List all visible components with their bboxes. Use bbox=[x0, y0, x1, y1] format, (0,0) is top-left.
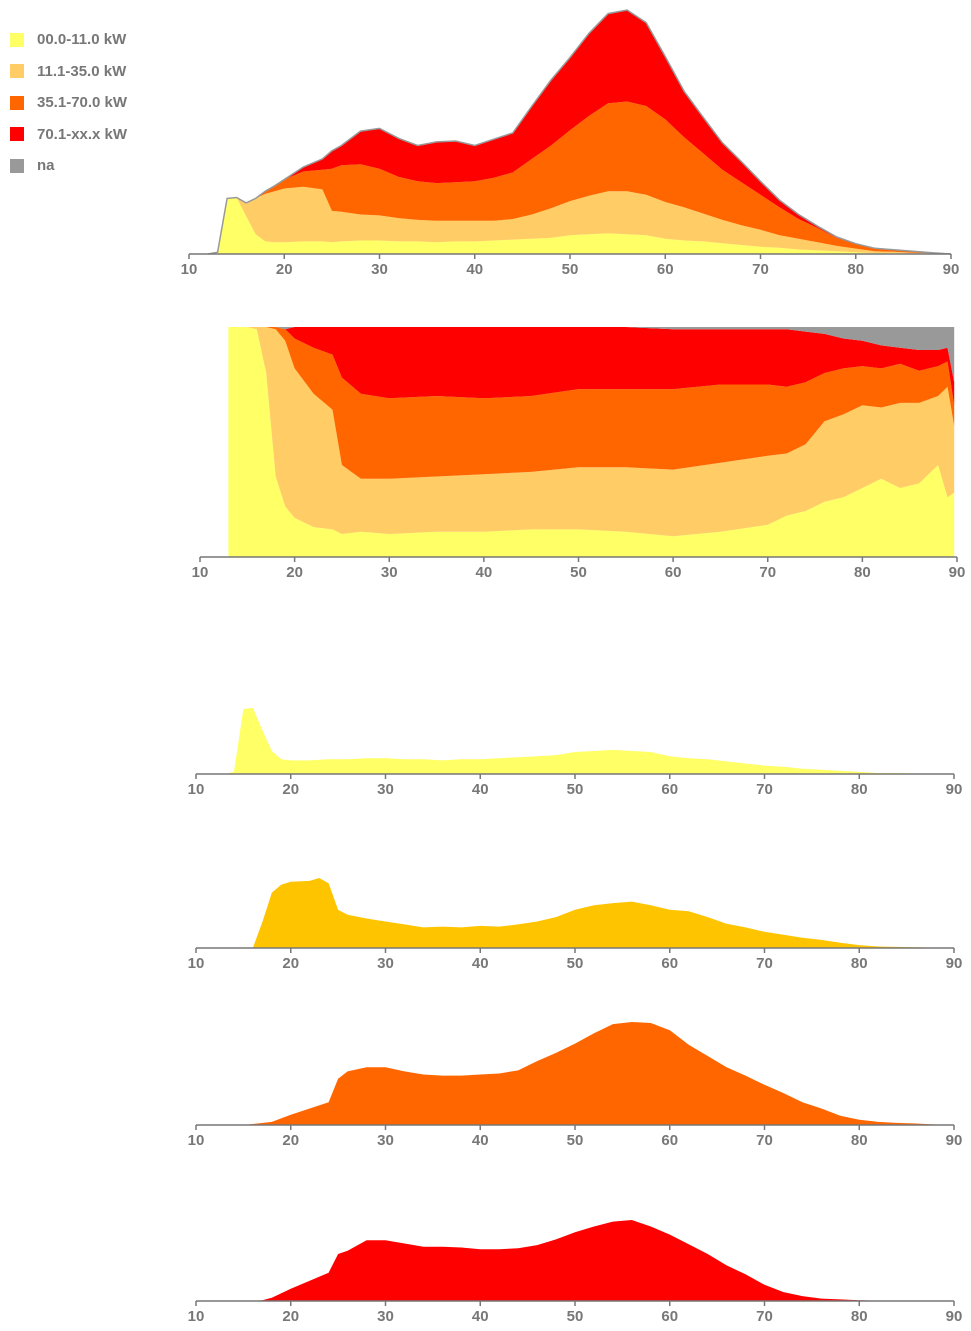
x-tick-label: 30 bbox=[377, 781, 394, 798]
x-tick-label: 90 bbox=[949, 564, 966, 581]
share-area-c2 bbox=[228, 327, 955, 479]
legend-label-3: 70.1-xx.x kW bbox=[37, 125, 128, 143]
legend-swatch-1 bbox=[10, 64, 24, 79]
x-tick-label: 60 bbox=[665, 564, 682, 581]
x-tick-label: 30 bbox=[377, 1308, 394, 1325]
x-tick-label: 30 bbox=[377, 955, 394, 972]
x-tick-label: 10 bbox=[188, 1132, 205, 1149]
x-tick-label: 90 bbox=[946, 1308, 963, 1325]
x-tick-label: 70 bbox=[756, 781, 773, 798]
legend-label-4: na bbox=[37, 157, 55, 175]
x-tick-label: 40 bbox=[466, 261, 483, 278]
legend-item-4: na bbox=[10, 150, 127, 182]
area-series-3 bbox=[208, 10, 952, 254]
single-area-1 bbox=[243, 878, 954, 948]
x-tick-label: 50 bbox=[562, 261, 579, 278]
x-tick-label: 10 bbox=[192, 564, 209, 581]
x-tick-label: 70 bbox=[759, 564, 776, 581]
single-area-2 bbox=[243, 1022, 954, 1125]
x-tick-label: 50 bbox=[567, 1308, 584, 1325]
x-tick-label: 90 bbox=[946, 955, 963, 972]
x-tick-label: 80 bbox=[851, 955, 868, 972]
x-axis-3: 10 20 30 40 50 60 70 80 90 bbox=[188, 947, 963, 972]
x-axis-0: 10 20 30 40 50 60 70 80 90 bbox=[181, 253, 960, 278]
legend-item-1: 11.1-35.0 kW bbox=[10, 56, 127, 88]
x-tick-label: 80 bbox=[851, 1132, 868, 1149]
x-tick-label: 80 bbox=[851, 1308, 868, 1325]
legend-swatch-0 bbox=[10, 32, 24, 47]
x-tick-label: 70 bbox=[752, 261, 769, 278]
legend-item-3: 70.1-xx.x kW bbox=[10, 119, 127, 151]
legend-label-1: 11.1-35.0 kW bbox=[37, 62, 127, 80]
x-tick-label: 40 bbox=[476, 564, 493, 581]
x-tick-label: 50 bbox=[567, 1132, 584, 1149]
x-tick-label: 80 bbox=[847, 261, 864, 278]
x-tick-label: 40 bbox=[472, 781, 489, 798]
x-tick-label: 40 bbox=[472, 1132, 489, 1149]
x-axis-4: 10 20 30 40 50 60 70 80 90 bbox=[188, 1124, 963, 1149]
x-tick-label: 60 bbox=[661, 781, 678, 798]
x-tick-label: 20 bbox=[282, 1132, 299, 1149]
x-tick-label: 90 bbox=[946, 1132, 963, 1149]
x-tick-label: 10 bbox=[188, 955, 205, 972]
single-area-0 bbox=[224, 708, 954, 774]
x-tick-label: 90 bbox=[943, 261, 960, 278]
x-tick-label: 10 bbox=[188, 1308, 205, 1325]
area-series-2 bbox=[208, 101, 952, 254]
legend-swatch-4 bbox=[10, 158, 24, 173]
x-tick-label: 30 bbox=[371, 261, 388, 278]
x-tick-label: 60 bbox=[657, 261, 674, 278]
total-outline bbox=[207, 9, 952, 255]
x-tick-label: 30 bbox=[377, 1132, 394, 1149]
x-tick-label: 10 bbox=[181, 261, 198, 278]
normalized-area-chart bbox=[228, 327, 955, 557]
x-tick-label: 20 bbox=[276, 261, 293, 278]
area-series-1 bbox=[208, 186, 952, 254]
share-area-c1 bbox=[228, 327, 955, 537]
share-area-c3 bbox=[228, 327, 955, 406]
legend-swatch-3 bbox=[10, 127, 24, 142]
area-series-0 bbox=[208, 197, 952, 254]
legend: 00.0-11.0 kW 11.1-35.0 kW 35.1-70.0 kW 7… bbox=[10, 24, 127, 182]
x-tick-label: 70 bbox=[756, 955, 773, 972]
x-tick-label: 20 bbox=[286, 564, 303, 581]
x-tick-label: 70 bbox=[756, 1308, 773, 1325]
legend-item-0: 00.0-11.0 kW bbox=[10, 24, 127, 56]
x-tick-label: 50 bbox=[567, 955, 584, 972]
x-axis-5: 10 20 30 40 50 60 70 80 90 bbox=[188, 1300, 963, 1325]
x-tick-label: 60 bbox=[661, 955, 678, 972]
x-tick-label: 20 bbox=[282, 955, 299, 972]
x-tick-label: 80 bbox=[854, 564, 871, 581]
share-area-c0 bbox=[228, 327, 955, 557]
x-tick-label: 20 bbox=[282, 1308, 299, 1325]
x-tick-label: 20 bbox=[282, 781, 299, 798]
x-tick-label: 40 bbox=[472, 1308, 489, 1325]
x-tick-label: 30 bbox=[381, 564, 398, 581]
x-tick-label: 60 bbox=[661, 1132, 678, 1149]
legend-item-2: 35.1-70.0 kW bbox=[10, 87, 127, 119]
x-tick-label: 70 bbox=[756, 1132, 773, 1149]
stacked-area-chart bbox=[207, 9, 952, 255]
single-area-3 bbox=[252, 1220, 955, 1301]
x-tick-label: 80 bbox=[851, 781, 868, 798]
legend-label-0: 00.0-11.0 kW bbox=[37, 31, 127, 49]
x-tick-label: 10 bbox=[188, 781, 205, 798]
x-tick-label: 60 bbox=[661, 1308, 678, 1325]
legend-label-2: 35.1-70.0 kW bbox=[37, 94, 128, 112]
share-area-na bbox=[228, 327, 955, 383]
x-axis-1: 10 20 30 40 50 60 70 80 90 bbox=[192, 556, 966, 581]
x-tick-label: 90 bbox=[946, 781, 963, 798]
x-tick-label: 50 bbox=[570, 564, 587, 581]
x-axis-2: 10 20 30 40 50 60 70 80 90 bbox=[188, 773, 963, 798]
legend-swatch-2 bbox=[10, 95, 24, 110]
x-tick-label: 40 bbox=[472, 955, 489, 972]
x-tick-label: 50 bbox=[567, 781, 584, 798]
